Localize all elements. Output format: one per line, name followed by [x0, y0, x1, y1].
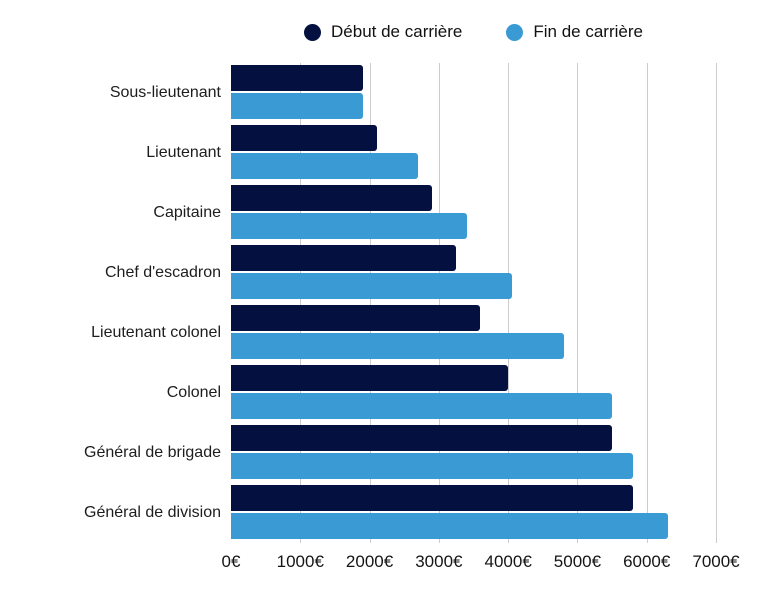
category-label: Général de brigade: [84, 444, 221, 461]
chart-legend: Début de carrière Fin de carrière: [231, 18, 716, 46]
x-tick-label: 7000€: [692, 552, 740, 571]
bar-debut: [231, 305, 481, 331]
chart-body: Sous-lieutenant Lieutenant Capitaine Chef d…: [0, 63, 760, 543]
legend-swatch-fin-icon: [506, 23, 524, 41]
gridline-3000: [438, 63, 440, 543]
category-label: Lieutenant: [146, 144, 221, 161]
x-tick-label: 1000€: [276, 552, 324, 571]
legend-item-fin-de-carriere[interactable]: Fin de carrière: [506, 22, 643, 42]
category-label: Chef d'escadron: [104, 264, 221, 281]
bar-debut: [231, 185, 432, 211]
bar-fin: [231, 333, 564, 359]
category-label: Colonel: [166, 384, 221, 401]
legend-swatch-debut-icon: [304, 23, 322, 41]
category-label: Sous-lieutenant: [109, 84, 221, 101]
bar-fin: [231, 393, 613, 419]
bar-debut: [231, 365, 509, 391]
gridline-1000: [300, 63, 302, 543]
gridline-4000: [508, 63, 510, 543]
x-axis-tick-labels: 0€ 1000€ 2000€ 3000€ 4000€ 5000€ 6000€ 7000€: [222, 543, 740, 577]
bar-debut: [231, 245, 457, 271]
x-tick-label: 3000€: [415, 552, 463, 571]
x-tick-label: 6000€: [623, 552, 671, 571]
bar-fin: [231, 513, 668, 539]
gridline-2000: [369, 63, 371, 543]
plot-area: [231, 63, 717, 543]
bar-fin: [231, 93, 363, 119]
bar-debut: [231, 125, 377, 151]
category-label: Général de division: [84, 504, 221, 521]
bar-fin: [231, 153, 419, 179]
category-label: Lieutenant colonel: [91, 324, 221, 341]
gridline-7000: [716, 63, 717, 543]
legend-item-debut-de-carriere[interactable]: Début de carrière: [304, 22, 462, 42]
legend-label-fin: Fin de carrière: [533, 22, 643, 41]
x-tick-label: 2000€: [345, 552, 394, 571]
x-tick-label: 4000€: [484, 552, 532, 571]
gridline-5000: [577, 63, 579, 543]
category-axis-labels: Sous-lieutenant Lieutenant Capitaine Chef d…: [0, 63, 231, 543]
gridline-6000: [646, 63, 648, 543]
x-tick-label: 5000€: [553, 552, 602, 571]
bar-debut: [231, 65, 363, 91]
legend-label-debut: Début de carrière: [331, 22, 463, 41]
x-tick-label: 0€: [221, 552, 241, 571]
bar-debut: [231, 485, 633, 511]
bar-fin: [231, 453, 633, 479]
bar-fin: [231, 213, 467, 239]
bar-fin: [231, 273, 512, 299]
bar-debut: [231, 425, 613, 451]
category-label: Capitaine: [153, 204, 221, 221]
